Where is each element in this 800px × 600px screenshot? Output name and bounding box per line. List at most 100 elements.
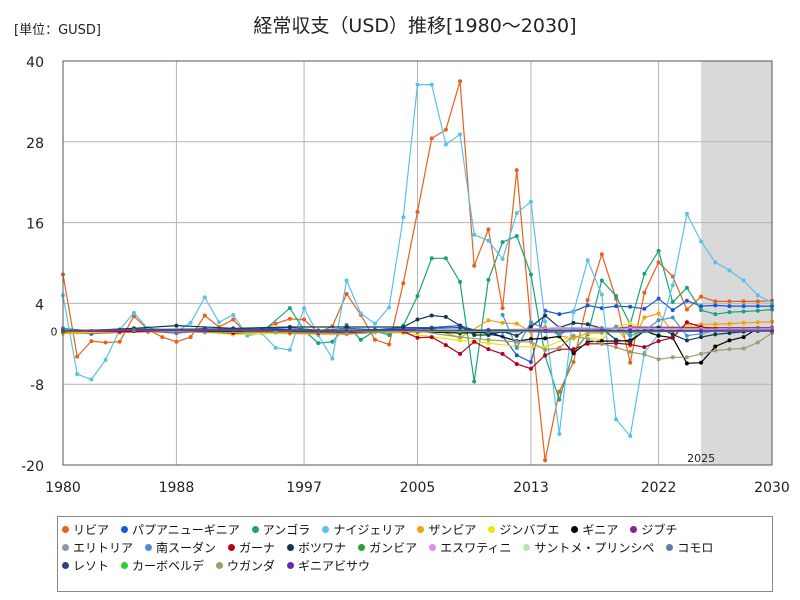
- data-point: [231, 331, 236, 336]
- legend-item: ザンビア: [417, 520, 476, 538]
- data-point: [89, 377, 94, 382]
- data-point: [713, 303, 718, 308]
- legend-marker: [251, 525, 259, 533]
- data-point: [514, 234, 519, 239]
- data-point: [670, 315, 675, 320]
- data-point: [628, 349, 633, 354]
- data-point: [614, 341, 619, 346]
- data-point: [642, 315, 647, 320]
- data-point: [727, 338, 732, 343]
- data-point: [571, 333, 576, 338]
- data-point: [344, 328, 349, 333]
- data-point: [174, 323, 179, 328]
- data-point: [713, 312, 718, 317]
- data-point: [628, 304, 633, 309]
- data-point: [755, 308, 760, 313]
- legend-item: エリトリア: [62, 538, 133, 556]
- legend-marker: [358, 543, 366, 551]
- data-point: [543, 313, 548, 318]
- data-point: [500, 351, 505, 356]
- legend-marker: [121, 561, 129, 569]
- data-point: [656, 311, 661, 316]
- data-point: [372, 321, 377, 326]
- data-point: [387, 305, 392, 310]
- data-point: [628, 333, 633, 338]
- data-point: [486, 227, 491, 232]
- data-point: [514, 353, 519, 358]
- data-point: [628, 329, 633, 334]
- data-point: [670, 300, 675, 305]
- data-point: [585, 258, 590, 263]
- chart-title: 経常収支（USD）推移[1980～2030]: [253, 15, 576, 37]
- data-point: [202, 328, 207, 333]
- legend-item: アンゴラ: [251, 520, 310, 538]
- data-point: [628, 321, 633, 326]
- legend-item: ウガンダ: [216, 556, 275, 574]
- data-point: [514, 339, 519, 344]
- data-point: [415, 329, 420, 334]
- data-point: [117, 339, 122, 344]
- legend-marker: [62, 543, 69, 551]
- data-point: [543, 458, 548, 463]
- data-point: [557, 345, 562, 350]
- legend-label: リビア: [73, 522, 110, 537]
- data-point: [557, 312, 562, 317]
- data-point: [614, 337, 619, 342]
- data-point: [344, 324, 349, 329]
- data-point: [755, 340, 760, 345]
- data-point: [458, 79, 463, 84]
- data-point: [330, 339, 335, 344]
- forecast-start-label: 2025: [687, 452, 715, 465]
- data-point: [500, 240, 505, 245]
- data-point: [500, 306, 505, 311]
- series-line: [63, 329, 772, 332]
- data-point: [557, 432, 562, 437]
- data-point: [642, 345, 647, 350]
- data-point: [472, 232, 477, 237]
- data-point: [599, 292, 604, 297]
- data-point: [273, 330, 278, 335]
- data-point: [75, 372, 80, 377]
- data-point: [486, 238, 491, 243]
- data-point: [741, 304, 746, 309]
- data-point: [216, 320, 221, 325]
- data-point: [188, 335, 193, 340]
- plot-frame: [62, 60, 773, 466]
- data-point: [202, 295, 207, 300]
- y-tick-label: -20: [21, 459, 44, 475]
- data-point: [628, 434, 633, 439]
- data-point: [656, 296, 661, 301]
- data-point: [273, 345, 278, 350]
- legend-marker: [488, 525, 496, 533]
- data-point: [557, 325, 562, 330]
- data-point: [429, 136, 434, 141]
- legend: リビア パプアニューギニア アンゴラ ナイジェリア ザンビア ジンバブエ ギニア ジブチ エリト…: [57, 516, 773, 592]
- legend-marker: [417, 525, 425, 533]
- x-tick-label: 1980: [45, 480, 81, 496]
- data-point: [302, 306, 307, 311]
- legend-item: サントメ・プリンシペ: [523, 538, 654, 556]
- data-point: [429, 313, 434, 318]
- data-point: [458, 132, 463, 137]
- grid-lines: [62, 60, 773, 466]
- data-point: [458, 335, 463, 340]
- data-point: [401, 215, 406, 220]
- data-point: [699, 351, 704, 356]
- legend-item: リビア: [62, 520, 109, 538]
- data-point: [614, 417, 619, 422]
- data-point: [543, 319, 548, 324]
- forecast-shaded-region: [701, 61, 772, 465]
- legend-item: 南スーダン: [145, 538, 216, 556]
- data-point: [699, 360, 704, 365]
- data-point: [741, 335, 746, 340]
- data-point: [472, 263, 477, 268]
- data-point: [642, 352, 647, 357]
- data-point: [387, 333, 392, 338]
- data-point: [528, 339, 533, 344]
- x-tick-label: 2030: [754, 480, 790, 496]
- data-point: [670, 335, 675, 340]
- data-point: [713, 348, 718, 353]
- y-tick-label: 4: [35, 297, 44, 313]
- data-point: [273, 321, 278, 326]
- data-point: [486, 341, 491, 346]
